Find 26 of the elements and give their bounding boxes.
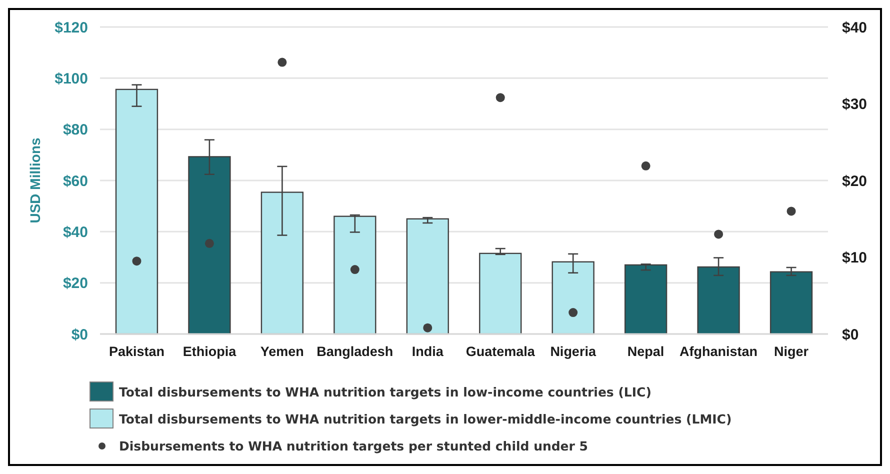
y2-tick-label: $20 <box>842 172 868 190</box>
y-tick-label: $100 <box>54 70 88 88</box>
y-axis-title: USD Millions <box>27 138 43 224</box>
x-tick-label: Pakistan <box>108 344 164 359</box>
x-tick-label: Ethiopia <box>182 344 237 359</box>
x-tick-label: Guatemala <box>466 344 536 359</box>
x-tick-label: Nepal <box>627 344 664 359</box>
legend-label: Disbursements to WHA nutrition targets per stunted child under 5 <box>119 438 588 454</box>
y-tick-label: $80 <box>62 122 88 139</box>
y2-tick-label: $30 <box>842 96 868 113</box>
y2-tick-label: $0 <box>842 326 859 344</box>
x-tick-label: Bangladesh <box>316 344 394 359</box>
x-tick-label: Nigeria <box>550 344 596 359</box>
y-tick-label: $20 <box>62 275 88 292</box>
y-tick-label: $120 <box>54 19 88 36</box>
legend-label: Total disbursements to WHA nutrition targets in low-income countries (LIC) <box>119 384 652 400</box>
y2-tick-label: $10 <box>842 250 868 266</box>
y-tick-label: $0 <box>71 326 88 344</box>
x-tick-label: Yemen <box>260 344 304 359</box>
y-tick-label: $40 <box>62 224 88 241</box>
y-tick-label: $60 <box>62 172 88 190</box>
x-tick-label: Afghanistan <box>680 344 758 359</box>
x-tick-label: Niger <box>774 344 810 359</box>
x-tick-label: India <box>412 344 444 359</box>
y2-tick-label: $40 <box>842 19 868 36</box>
legend-label: Total disbursements to WHA nutrition targets in lower-middle-income countries (LMIC) <box>119 411 732 426</box>
